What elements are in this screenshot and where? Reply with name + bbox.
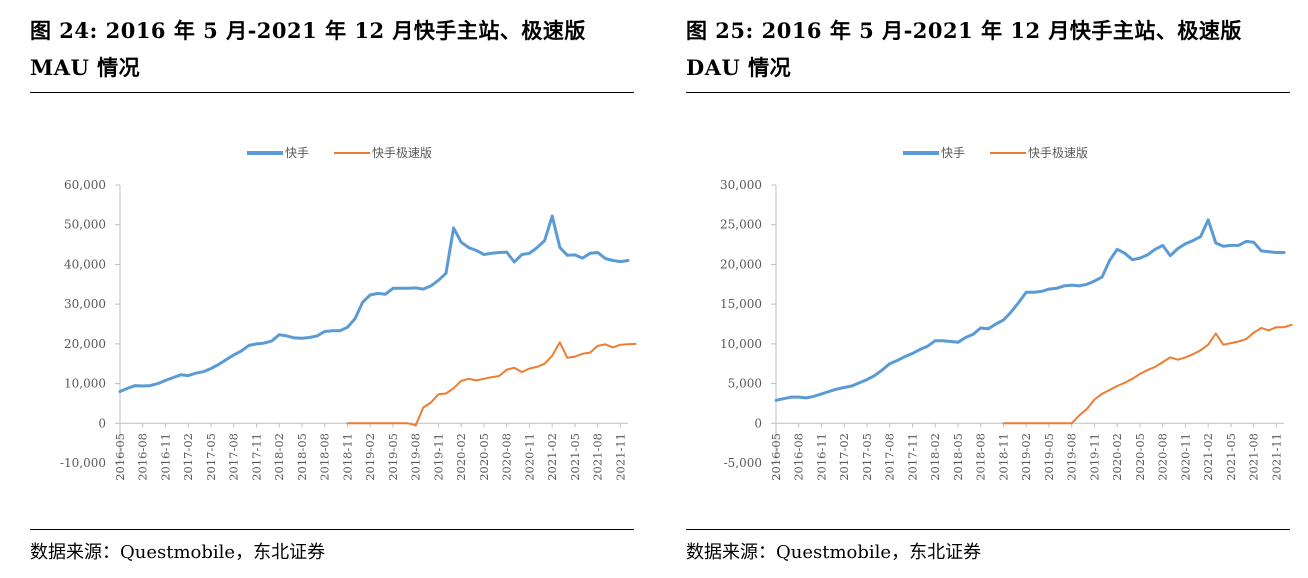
- x-tick-label: 2021-05: [1224, 433, 1238, 481]
- legend-label: 快手: [285, 146, 309, 160]
- x-tick-label: 2016-08: [136, 433, 150, 481]
- title-rule: [30, 92, 634, 93]
- series-line-kuaishou-lite: [346, 341, 637, 427]
- x-tick-label: 2020-08: [500, 433, 514, 481]
- x-tick-label: 2020-05: [1133, 433, 1147, 481]
- x-tick-label: 2017-02: [837, 433, 851, 481]
- figure-title: 图 25: 2016 年 5 月-2021 年 12 月快手主站、极速版 DAU…: [686, 18, 1242, 80]
- x-tick-label: 2018-02: [928, 433, 942, 481]
- x-tick-label: 2019-05: [1042, 433, 1056, 481]
- x-tick-label: 2017-11: [249, 433, 263, 481]
- x-tick-label: 2017-08: [883, 433, 897, 481]
- legend-item: 快手极速版: [990, 146, 1088, 160]
- y-tick-label: 50,000: [64, 218, 106, 232]
- x-tick-label: 2017-08: [227, 433, 241, 481]
- source-note: 数据来源：Questmobile，东北证券: [686, 542, 982, 563]
- y-tick-label: 20,000: [64, 337, 106, 351]
- x-tick-label: 2017-02: [181, 433, 195, 481]
- x-tick-label: 2018-05: [295, 433, 309, 481]
- y-tick-label: 0: [754, 416, 762, 430]
- x-tick-label: 2019-02: [363, 433, 377, 481]
- title-rule: [686, 92, 1290, 93]
- x-tick-label: 2020-02: [1110, 433, 1124, 481]
- y-tick-label: 60,000: [64, 178, 106, 192]
- x-tick-label: 2017-05: [204, 433, 218, 481]
- legend-item: 快手: [247, 146, 309, 160]
- x-tick-label: 2016-11: [814, 433, 828, 481]
- x-tick-label: 2019-02: [1019, 433, 1033, 481]
- source-rule: [30, 529, 634, 530]
- figure-25-panel: 图 25: 2016 年 5 月-2021 年 12 月快手主站、极速版 DAU…: [686, 0, 1293, 578]
- x-tick-label: 2017-11: [905, 433, 919, 481]
- legend: 快手 快手极速版: [247, 146, 432, 160]
- x-tick-label: 2018-05: [951, 433, 965, 481]
- dau-line-chart: 快手 快手极速版 -5,000 0 5,000 10,000 15,000 20,000 25,…: [720, 146, 1293, 481]
- legend-item: 快手极速版: [334, 146, 432, 160]
- mau-line-chart: 快手 快手极速版 -10,000 0 10,000 20,000 30,000 40,000 5…: [60, 146, 637, 481]
- y-tick-label: -10,000: [60, 456, 106, 470]
- y-tick-label: 40,000: [64, 257, 106, 271]
- x-tick-label: 2019-11: [431, 433, 445, 481]
- series-line-kuaishou-lite: [1002, 323, 1293, 425]
- legend-label: 快手极速版: [372, 146, 432, 160]
- x-tick-label: 2019-08: [1065, 433, 1079, 481]
- x-tick-label: 2021-08: [1247, 433, 1261, 481]
- x-tick-label: 2021-08: [591, 433, 605, 481]
- y-tick-label: 10,000: [720, 337, 762, 351]
- x-tick-label: 2018-11: [340, 433, 354, 481]
- series-line-kuaishou: [118, 214, 630, 393]
- x-tick-label: 2019-08: [409, 433, 423, 481]
- y-tick-label: 5,000: [728, 377, 762, 391]
- y-tick-label: -5,000: [724, 456, 762, 470]
- x-tick-label: 2016-11: [158, 433, 172, 481]
- x-tick-label: 2021-02: [1201, 433, 1215, 481]
- figure-24-panel: 图 24: 2016 年 5 月-2021 年 12 月快手主站、极速版 MAU…: [30, 0, 637, 578]
- x-tick-label: 2017-05: [860, 433, 874, 481]
- x-tick-label: 2021-02: [545, 433, 559, 481]
- x-tick-label: 2016-08: [792, 433, 806, 481]
- x-tick-label: 2020-11: [1178, 433, 1192, 481]
- x-tick-label: 2018-02: [272, 433, 286, 481]
- x-tick-label: 2018-11: [996, 433, 1010, 481]
- legend-label: 快手: [941, 146, 965, 160]
- x-tick-label: 2019-11: [1087, 433, 1101, 481]
- y-tick-label: 30,000: [64, 297, 106, 311]
- x-tick-label: 2021-05: [568, 433, 582, 481]
- x-tick-label: 2016-05: [113, 433, 127, 481]
- x-tick-label: 2020-02: [454, 433, 468, 481]
- legend-label: 快手极速版: [1028, 146, 1088, 160]
- source-note: 数据来源：Questmobile，东北证券: [30, 542, 326, 563]
- x-tick-label: 2016-05: [769, 433, 783, 481]
- x-tick-label: 2018-08: [974, 433, 988, 481]
- y-tick-label: 30,000: [720, 178, 762, 192]
- y-tick-label: 20,000: [720, 257, 762, 271]
- y-tick-label: 25,000: [720, 218, 762, 232]
- x-tick-label: 2020-11: [522, 433, 536, 481]
- series-line-kuaishou: [774, 218, 1286, 402]
- y-tick-label: 0: [98, 416, 106, 430]
- x-tick-label: 2021-11: [613, 433, 627, 481]
- x-tick-label: 2019-05: [386, 433, 400, 481]
- legend-item: 快手: [903, 146, 965, 160]
- x-tick-label: 2021-11: [1269, 433, 1283, 481]
- x-tick-label: 2020-08: [1156, 433, 1170, 481]
- y-tick-label: 10,000: [64, 377, 106, 391]
- x-tick-label: 2020-05: [477, 433, 491, 481]
- x-tick-label: 2018-08: [318, 433, 332, 481]
- source-rule: [686, 529, 1290, 530]
- figure-title: 图 24: 2016 年 5 月-2021 年 12 月快手主站、极速版 MAU…: [30, 18, 586, 80]
- legend: 快手 快手极速版: [903, 146, 1088, 160]
- y-tick-label: 15,000: [720, 297, 762, 311]
